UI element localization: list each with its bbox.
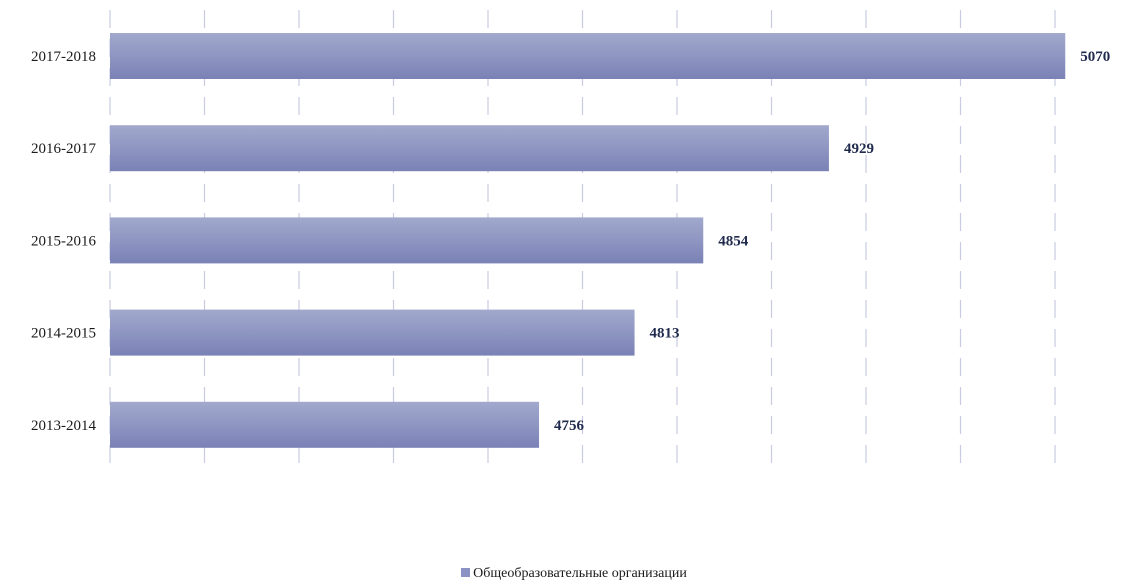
value-label: 4756: [554, 418, 585, 434]
bar-2016-2017: [110, 125, 829, 172]
legend-label: Общеобразовательные организации: [473, 566, 687, 581]
value-label: 4929: [844, 141, 874, 157]
bar-2015-2016: [110, 217, 704, 264]
category-label: 2015-2016: [31, 233, 96, 249]
category-label: 2016-2017: [31, 141, 96, 157]
category-label: 2014-2015: [31, 326, 96, 342]
bars: [110, 33, 1066, 448]
legend-swatch: [461, 568, 471, 577]
labels: 2017-2018 5070 2016-2017 4929 2015-2016 4854 2…: [31, 49, 1110, 434]
bar-2013-2014: [110, 401, 540, 448]
legend: Общеобразовательные организации: [0, 566, 1148, 582]
value-label: 4813: [650, 326, 680, 342]
gridlines: [109, 10, 1056, 468]
bar-2017-2018: [110, 33, 1066, 79]
value-label: 4854: [718, 233, 749, 249]
category-label: 2017-2018: [31, 49, 96, 65]
bar-2014-2015: [110, 309, 635, 356]
category-label: 2013-2014: [31, 418, 96, 434]
value-label: 5070: [1080, 49, 1110, 65]
